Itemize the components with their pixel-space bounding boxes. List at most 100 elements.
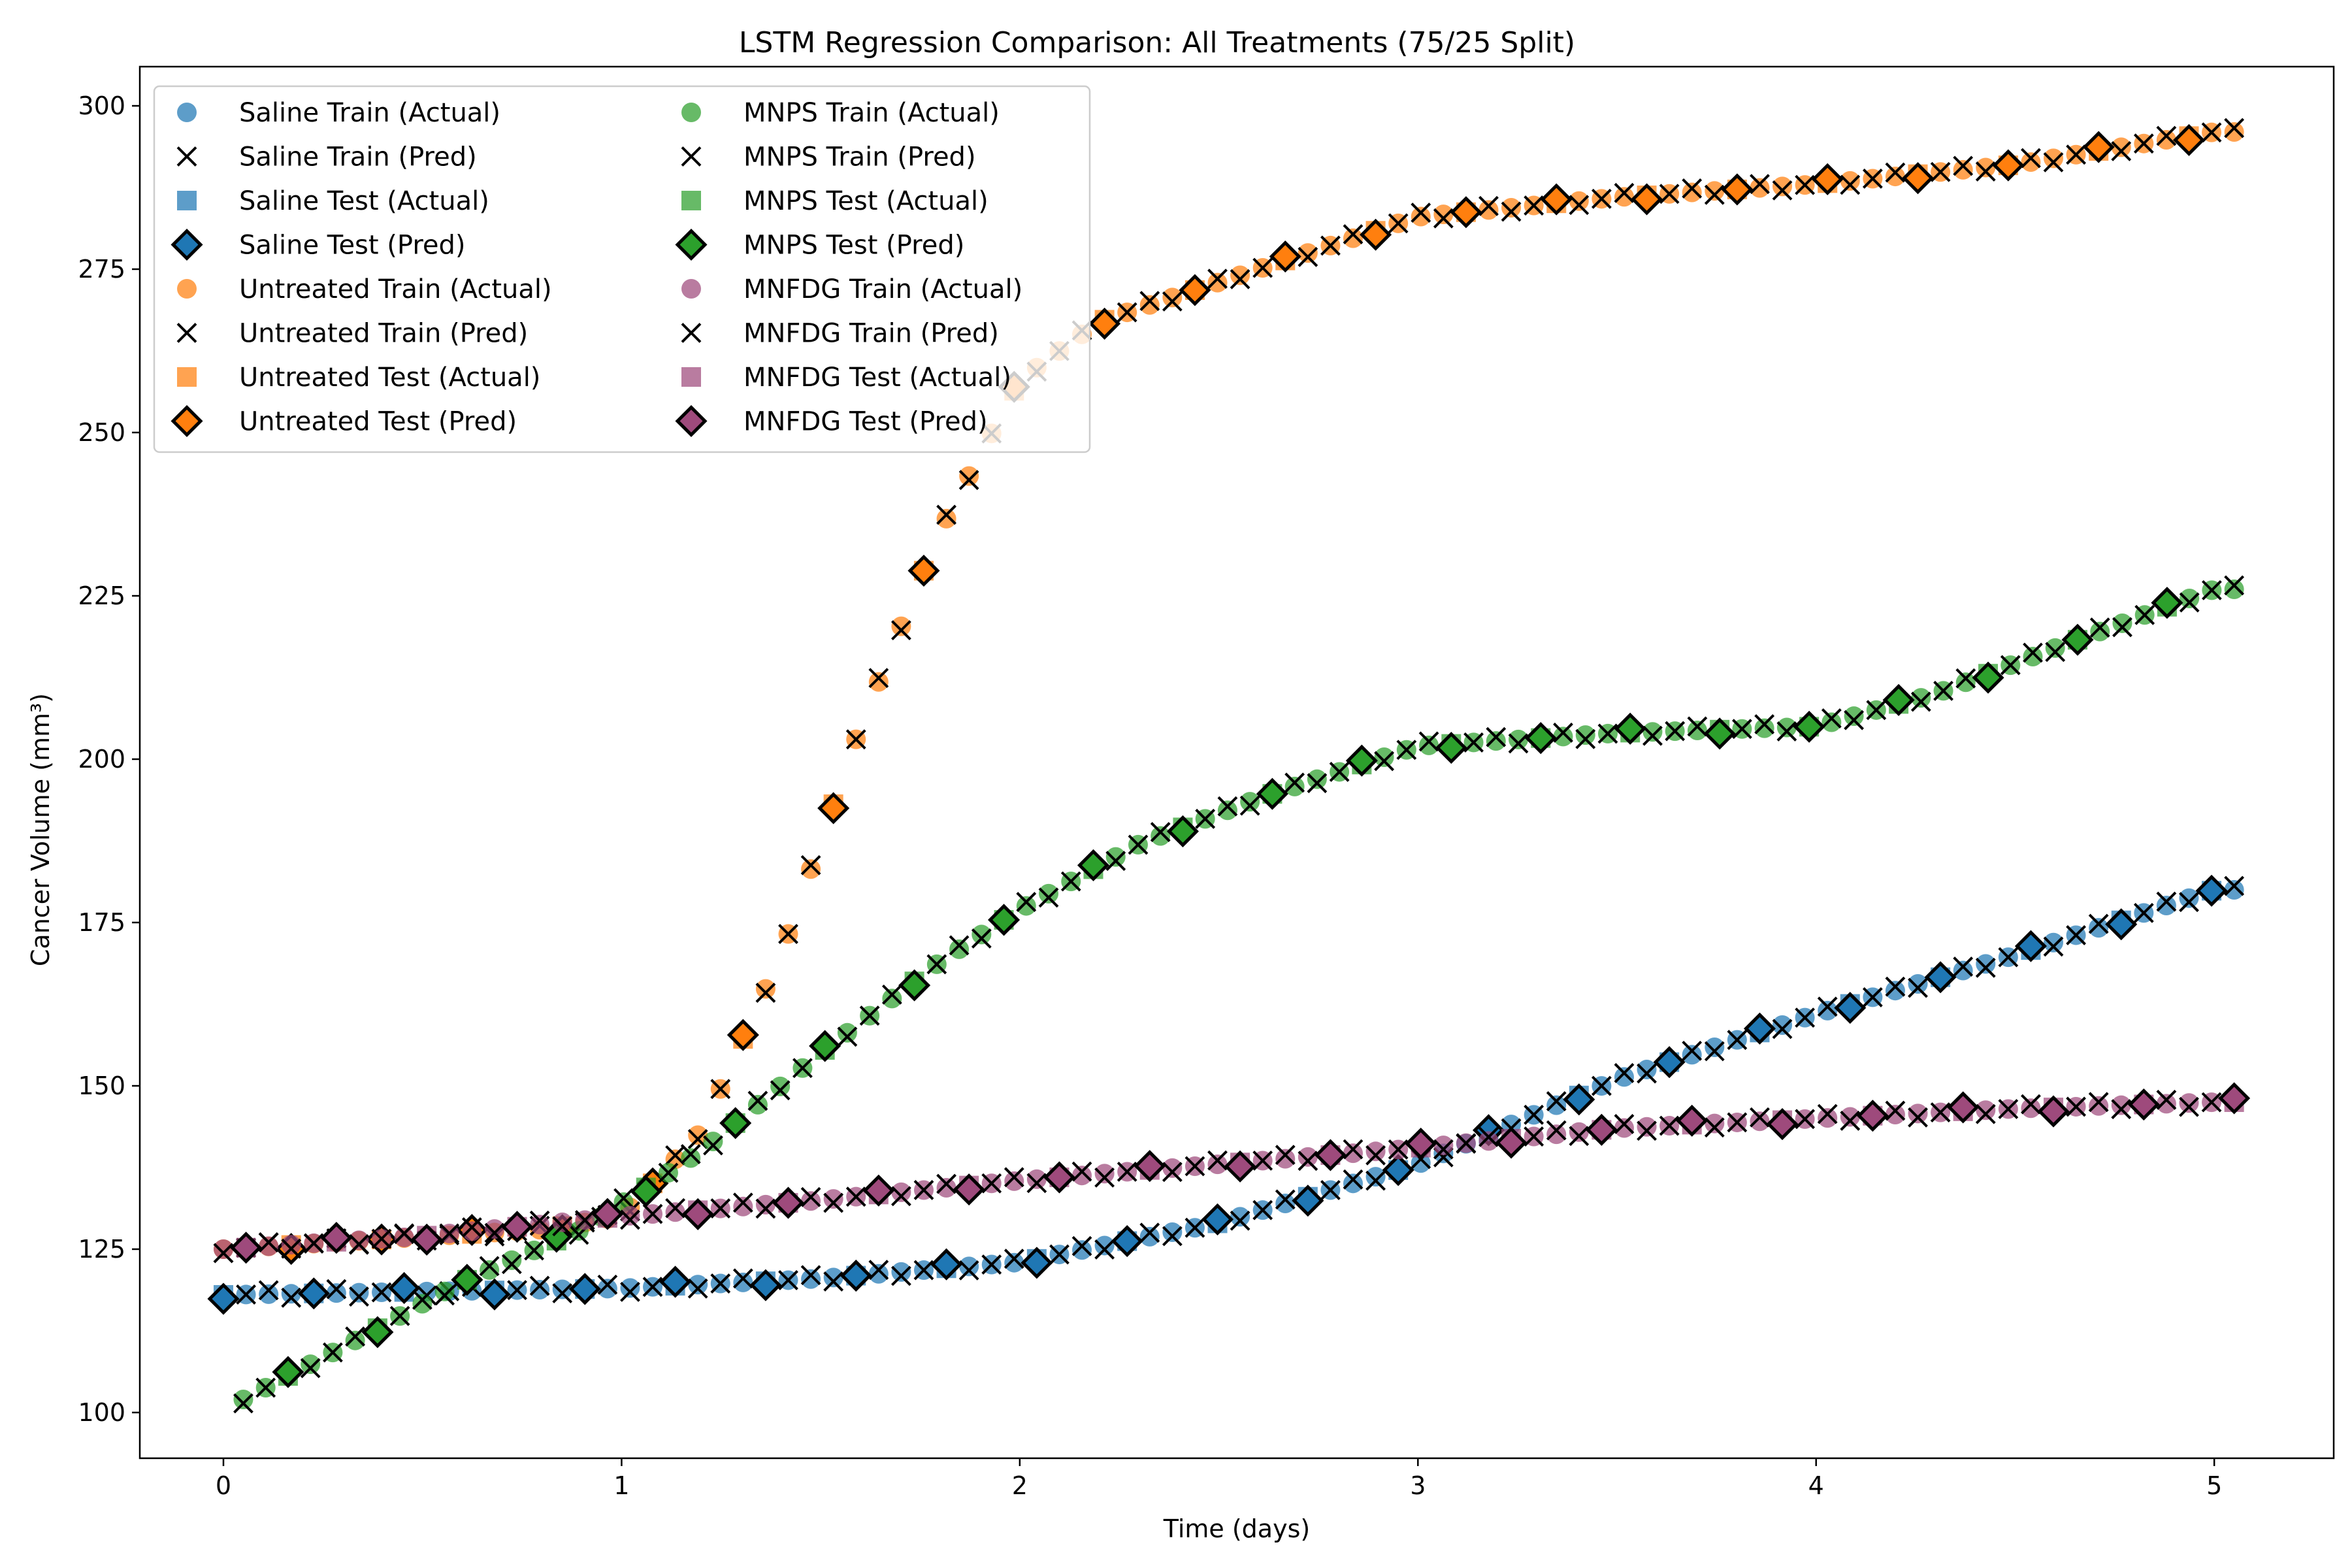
train-pred-point [236,1284,256,1305]
train-pred-point [703,1135,723,1156]
train-pred-point [412,1290,433,1310]
train-pred-point [1524,1104,1544,1125]
test-pred-point [2195,874,2228,907]
train-actual-point [1162,1158,1183,1178]
test-pred-point [478,1278,511,1311]
train-pred-point [1575,728,1596,749]
test-pred-point [727,1019,759,1051]
train-pred-point [1396,740,1417,760]
test-pred-point [907,554,940,587]
train-actual-point [259,1236,279,1256]
test-pred-point [1495,1126,1527,1159]
train-pred-point [710,1273,731,1294]
train-actual-point [1976,954,1996,974]
train-pred-point [1908,1107,1928,1128]
train-pred-point [1772,1019,1793,1039]
test-pred-point [630,1175,662,1208]
train-pred-point [1597,723,1618,744]
test-pred-point [388,1271,421,1304]
train-actual-point [552,1279,572,1299]
train-pred-point [1682,1040,1703,1061]
train-actual-point [755,1194,776,1215]
test-pred-point [591,1198,624,1230]
train-pred-point [936,1173,956,1194]
train-actual-point [1750,1111,1770,1132]
train-pred-point [529,1275,550,1296]
train-pred-point [1930,1102,1951,1123]
test-pred-point [772,1186,805,1219]
train-pred-point [2088,913,2109,934]
train-pred-point [1343,1169,1364,1190]
test-pred-point [1721,173,1754,206]
test-pred-point [1405,1128,1437,1160]
test-pred-point [1924,961,1957,994]
train-pred-point [770,1080,791,1101]
train-pred-point [1275,1145,1296,1166]
train-actual-point [823,1189,843,1209]
train-pred-point [1320,235,1341,256]
y-axis-label: Cancer Volume (mm³) [26,693,55,966]
train-actual-point [412,1294,433,1314]
train-pred-point [1975,957,1996,978]
train-actual-point [882,988,902,1009]
train-pred-point [1184,1156,1205,1177]
legend-label: MNPS Train (Pred) [743,142,976,172]
train-actual-point [620,1205,640,1226]
test-pred-point [297,1277,330,1310]
train-actual-point [868,672,889,692]
legend-item: MNPS Test (Pred) [675,228,964,261]
train-actual-point [552,1212,572,1232]
test-pred-point [988,904,1021,936]
train-actual-point [1976,157,1996,178]
legend-label: MNPS Test (Actual) [743,186,988,216]
train-actual-point [1217,800,1237,821]
legend-item: Untreated Train (Actual) [177,274,552,304]
train-pred-point [1776,721,1797,742]
train-pred-point [1953,155,1974,176]
train-pred-point [823,1192,844,1213]
train-pred-point [1642,725,1663,746]
train-pred-point [233,1393,253,1414]
train-actual-point [2021,1098,2041,1119]
train-pred-point [1591,188,1612,209]
train-pred-point [2021,1094,2041,1115]
train-actual-point [1642,722,1663,742]
test-pred-point [862,1174,895,1207]
train-pred-point [1659,184,1680,204]
train-pred-point [2045,642,2066,662]
train-pred-point [845,729,866,750]
legend-label: MNFDG Test (Actual) [743,363,1011,393]
train-pred-point [890,1266,911,1286]
train-actual-point [1976,1100,1996,1120]
train-pred-point [2201,580,2222,600]
train-pred-point [2133,133,2154,154]
test-pred-point [898,969,931,1002]
train-actual-point [484,1219,504,1239]
train-pred-point [958,470,979,491]
test-pred-point [809,1030,841,1062]
test-pred-point [1882,683,1915,716]
train-pred-point [665,1198,686,1218]
train-pred-point [2111,1099,2132,1120]
test-pred-point [1653,1046,1686,1079]
train-pred-point [981,1173,1002,1194]
train-actual-point [1908,1103,1928,1124]
train-pred-point [2179,592,2200,613]
train-pred-point [2023,642,2043,663]
train-actual-point [1687,720,1707,740]
train-actual-point [1230,265,1250,286]
train-pred-point [1795,1007,1816,1028]
legend-label: MNFDG Train (Pred) [743,319,999,349]
train-pred-point [1817,1103,1838,1124]
train-pred-point [1524,1126,1544,1147]
train-pred-point [2000,655,2021,676]
test-pred-point [1043,1161,1075,1194]
train-pred-point [710,1198,731,1218]
train-actual-point [1908,973,1928,994]
train-pred-point [1094,1167,1115,1188]
train-actual-point [1818,1000,1838,1021]
train-actual-point [2043,932,2063,953]
y-tick-label: 300 [78,91,125,120]
test-pred-point [1856,1100,1889,1132]
train-actual-point [2111,1095,2131,1115]
